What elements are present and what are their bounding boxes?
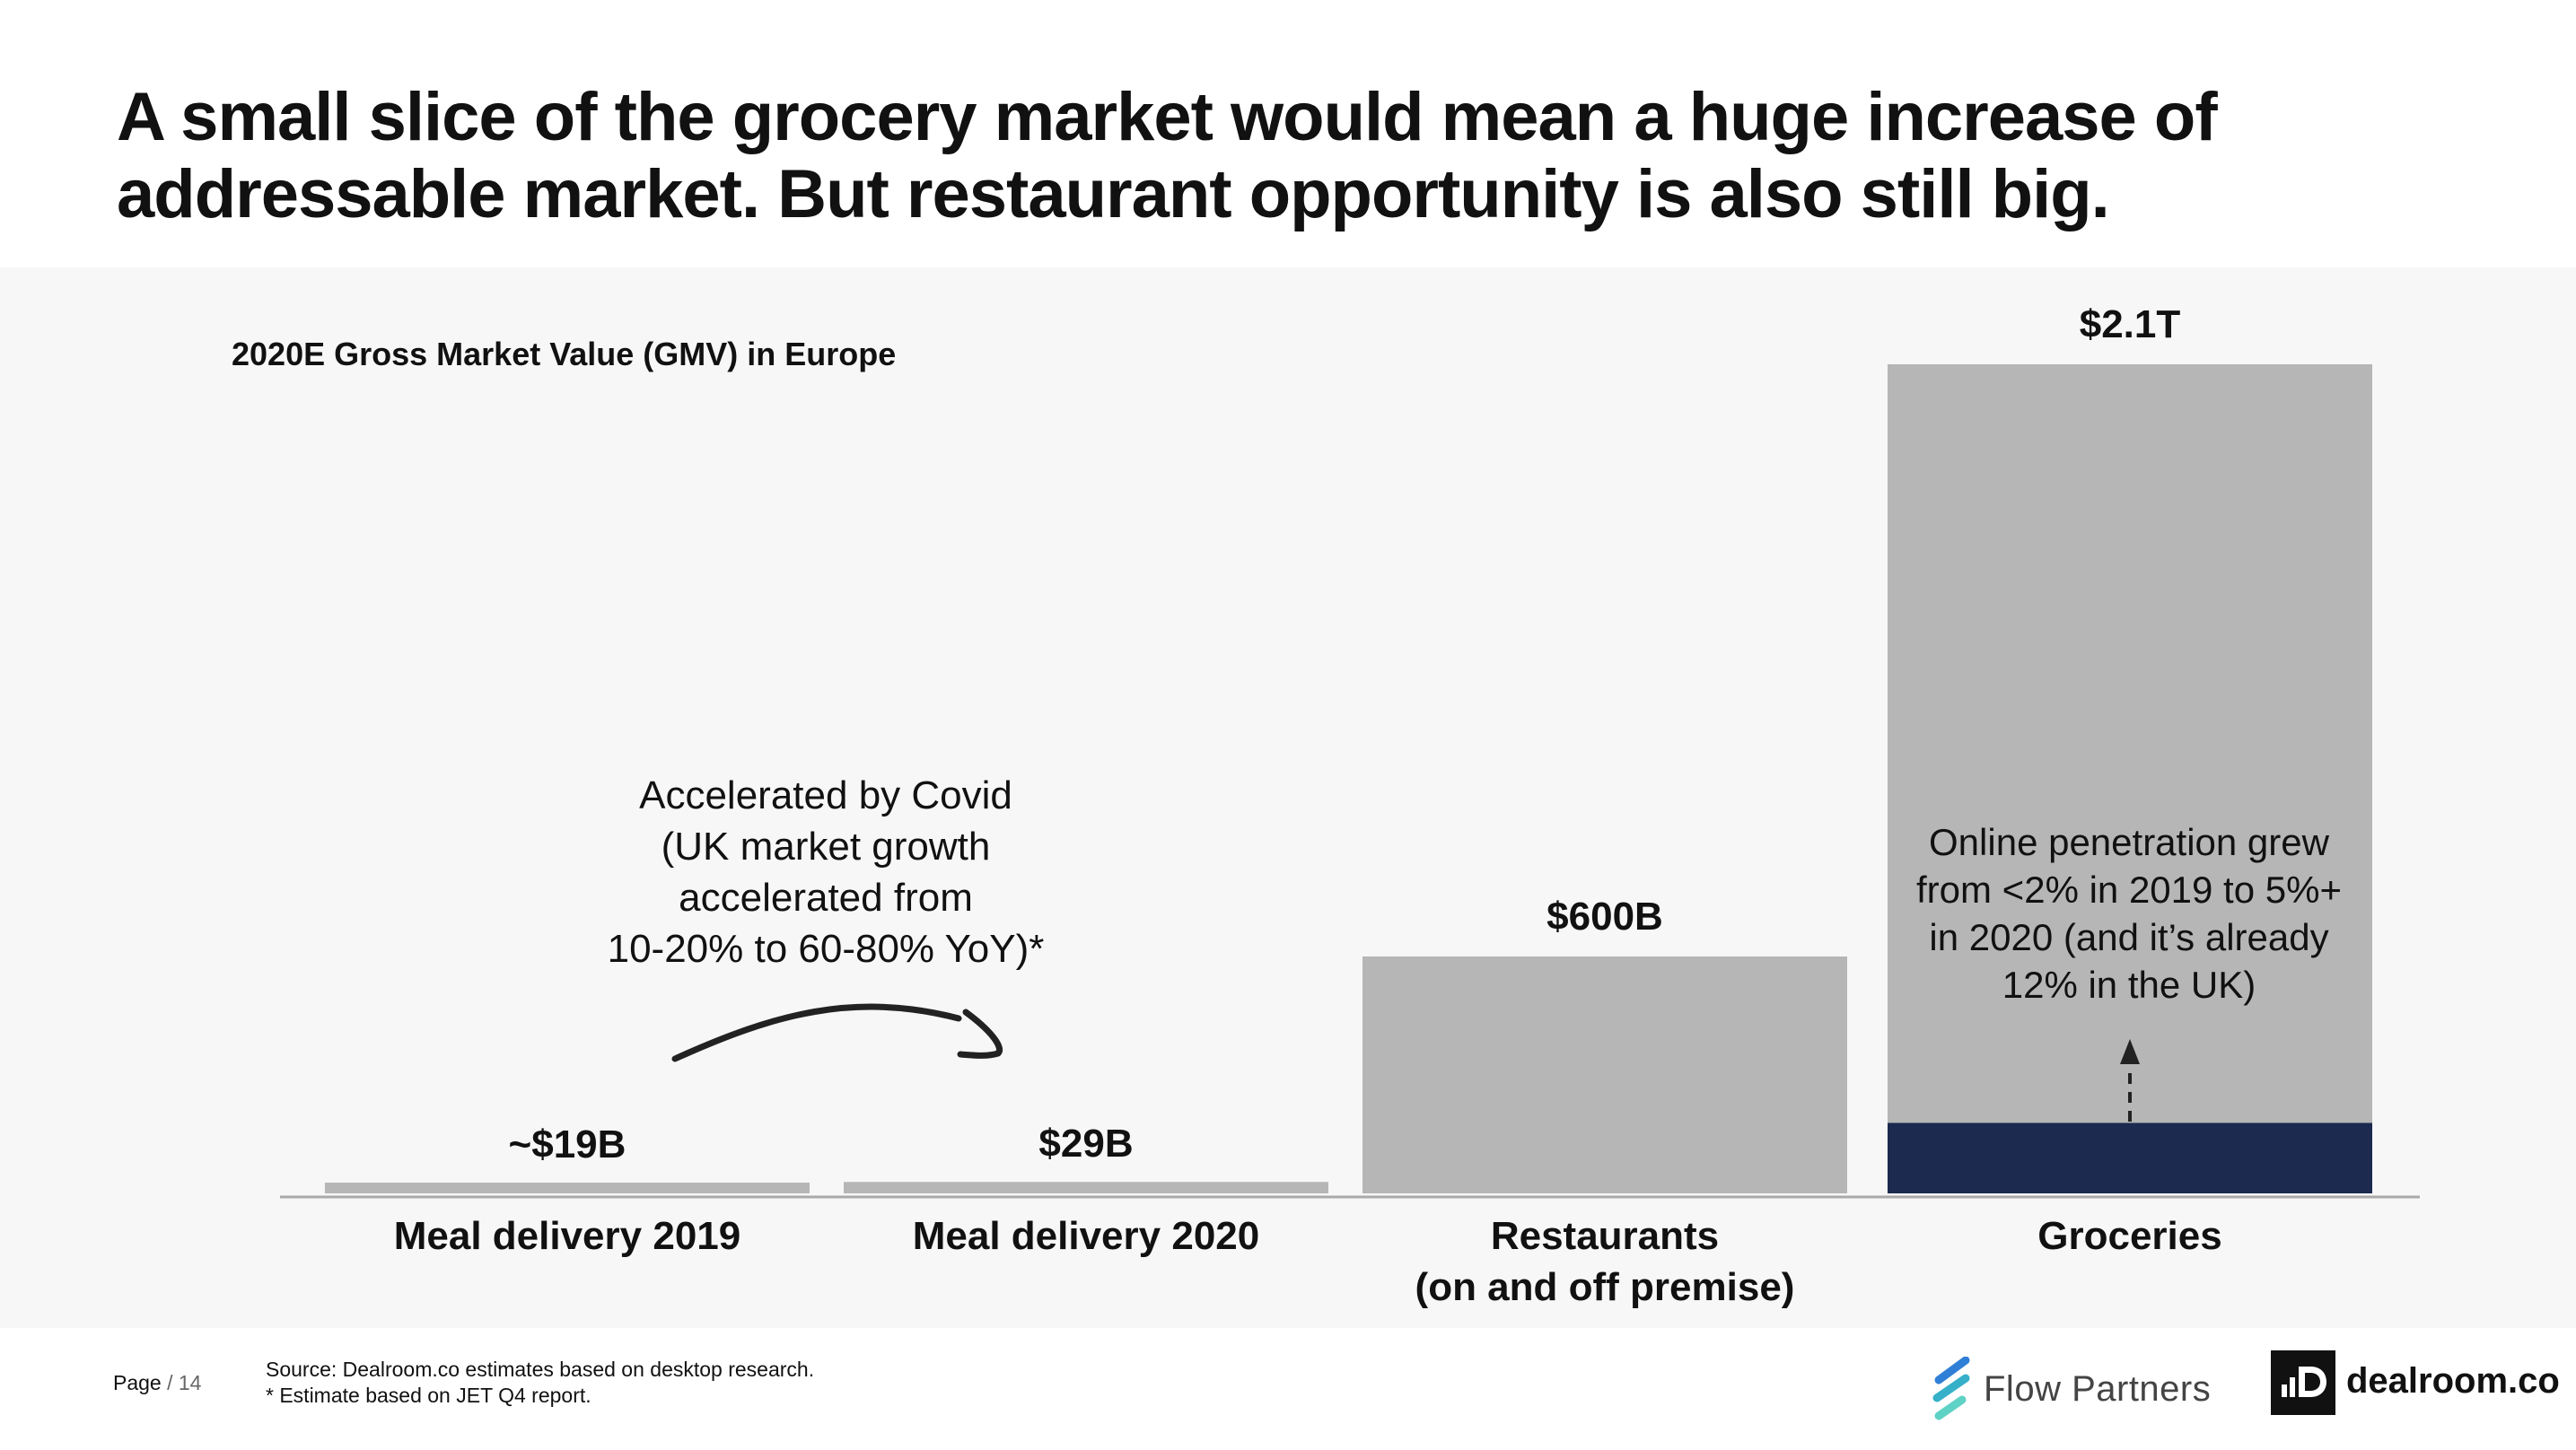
headline: A small slice of the grocery market woul… <box>117 79 2450 233</box>
value-label-1: ~$19B <box>509 1122 626 1166</box>
chart-title: 2020E Gross Market Value (GMV) in Europe <box>232 336 897 372</box>
bar-2 <box>844 1182 1328 1193</box>
footnote-text: * Estimate based on JET Q4 report. <box>266 1384 591 1407</box>
category-label-4: Groceries <box>2037 1214 2221 1258</box>
dealroom-wordmark: dealroom.co <box>2346 1361 2560 1401</box>
category-label-1: Meal delivery 2019 <box>394 1214 740 1258</box>
page-word: Page <box>113 1371 162 1394</box>
flow-partners-logo: Flow Partners <box>1930 1357 2226 1425</box>
value-label-3: $600B <box>1546 895 1663 939</box>
flow-partners-wordmark: Flow Partners <box>1984 1369 2212 1409</box>
dealroom-d-icon <box>2271 1350 2335 1415</box>
page-number-value: 14 <box>178 1371 202 1394</box>
bar-4 <box>1888 364 2372 1193</box>
headline-line-1: A small slice of the grocery market woul… <box>117 79 2218 155</box>
value-label-4: $2.1T <box>2080 302 2181 346</box>
source-notes: Source: Dealroom.co estimates based on d… <box>266 1357 814 1409</box>
source-text: Source: Dealroom.co estimates based on d… <box>266 1358 815 1381</box>
dealroom-logo: dealroom.co <box>2271 1350 2560 1415</box>
category-label-3: Restaurants (on and off premise) <box>1415 1214 1795 1309</box>
online-growth-arrow-head <box>2120 1039 2140 1064</box>
page-separator: / <box>167 1371 173 1394</box>
covid-annotation: Accelerated by Covid (UK market growth a… <box>607 773 1045 971</box>
bar-3 <box>1362 956 1847 1193</box>
page-number: Page / 14 <box>113 1371 201 1395</box>
headline-line-2: addressable market. But restaurant oppor… <box>117 156 2110 232</box>
flow-partners-stripes-icon <box>1932 1357 1970 1420</box>
groceries-online-segment <box>1888 1122 2372 1193</box>
bar-1 <box>325 1183 810 1193</box>
category-label-2: Meal delivery 2020 <box>913 1214 1259 1258</box>
growth-arrow-head <box>957 1009 1003 1059</box>
growth-arrow <box>671 1003 962 1062</box>
value-label-2: $29B <box>1038 1122 1133 1166</box>
online-penetration-annotation: Online penetration grew from <2% in 2019… <box>1916 821 2342 1006</box>
